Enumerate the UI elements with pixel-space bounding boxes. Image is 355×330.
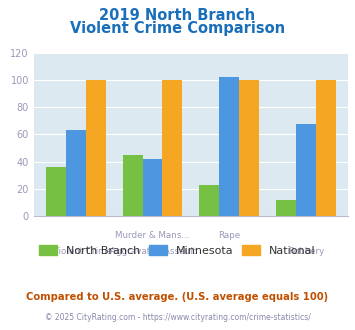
Bar — [86, 80, 106, 216]
Bar — [316, 80, 335, 216]
Legend: North Branch, Minnesota, National: North Branch, Minnesota, National — [35, 241, 320, 260]
Bar — [66, 130, 86, 216]
Bar — [276, 200, 296, 216]
Text: All Violent Crime: All Violent Crime — [39, 248, 112, 256]
Text: Aggravated Assault: Aggravated Assault — [110, 248, 196, 256]
Bar — [46, 167, 66, 216]
Bar — [163, 80, 182, 216]
Bar — [143, 159, 163, 216]
Text: © 2025 CityRating.com - https://www.cityrating.com/crime-statistics/: © 2025 CityRating.com - https://www.city… — [45, 313, 310, 322]
Text: Compared to U.S. average. (U.S. average equals 100): Compared to U.S. average. (U.S. average … — [26, 292, 329, 302]
Text: Murder & Mans...: Murder & Mans... — [115, 231, 190, 240]
Text: 2019 North Branch: 2019 North Branch — [99, 8, 256, 23]
Bar — [199, 185, 219, 216]
Text: Robbery: Robbery — [288, 248, 324, 256]
Bar — [296, 124, 316, 216]
Bar — [219, 77, 239, 216]
Text: Violent Crime Comparison: Violent Crime Comparison — [70, 21, 285, 36]
Bar — [239, 80, 259, 216]
Bar — [122, 155, 143, 216]
Text: Rape: Rape — [218, 231, 240, 240]
